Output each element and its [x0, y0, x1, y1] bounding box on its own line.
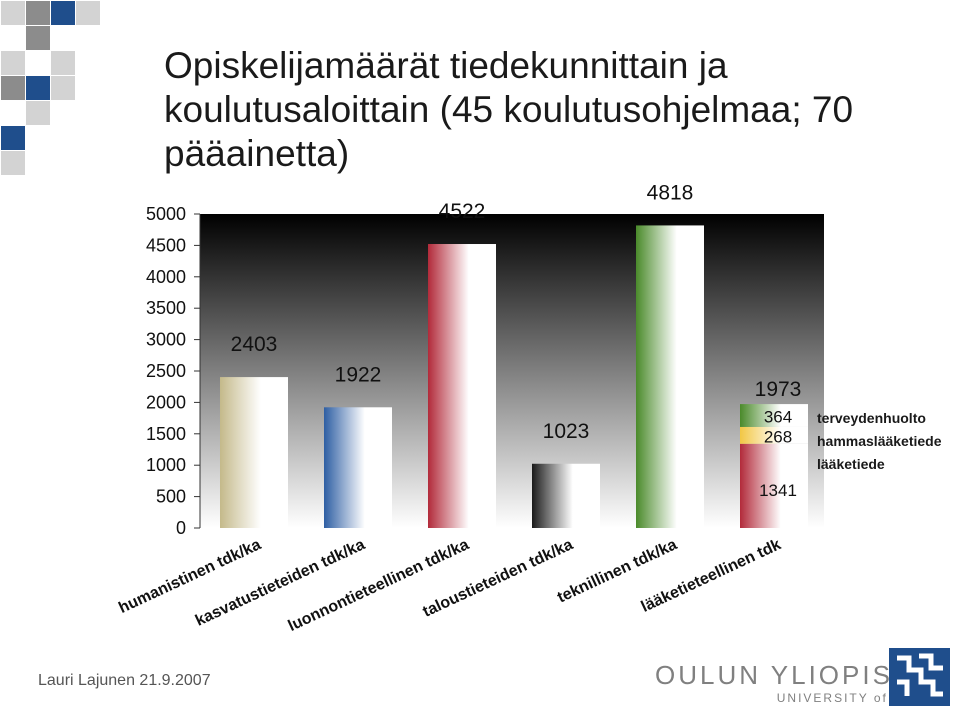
y-tick-label: 2500	[146, 361, 186, 381]
segment-label-hammaslaaketiede: 268	[764, 427, 792, 446]
logo-main-text: OULUN YLIOPISTO	[655, 660, 935, 690]
y-tick-label: 2000	[146, 392, 186, 412]
bar-luonnontieteellinen-tdk-ka	[428, 244, 496, 528]
y-tick-label: 4000	[146, 267, 186, 287]
y-tick-label: 5000	[146, 204, 186, 224]
segment-label-terveydenhuolto: 364	[764, 408, 792, 427]
y-tick-label: 1000	[146, 455, 186, 475]
bar-segment-terveydenhuolto	[740, 404, 808, 427]
y-tick-label: 0	[176, 518, 186, 538]
y-tick-label: 3000	[146, 330, 186, 350]
segment-label-laaketiede: 1341	[759, 481, 797, 500]
value-label-taloustieteiden-tdk-ka: 1023	[543, 420, 590, 443]
x-tick-label-kasvatustieteiden-tdk-ka: kasvatustieteiden tdk/ka	[193, 536, 368, 630]
university-logo-icon	[889, 648, 950, 706]
decorative-squares	[0, 0, 110, 190]
value-label-humanistinen-tdk-ka: 2403	[231, 333, 278, 356]
x-tick-label-luonnontieteellinen-tdk-ka: luonnontieteellinen tdk/ka	[286, 536, 472, 635]
page-title: Opiskelijamäärät tiedekunnittain ja koul…	[164, 45, 854, 174]
bar-teknillinen-tdk-ka	[636, 225, 704, 528]
y-tick-label: 500	[156, 487, 186, 507]
value-label-teknillinen-tdk-ka: 4818	[647, 181, 694, 204]
footer-author: Lauri Lajunen 21.9.2007	[38, 672, 211, 689]
bar-segment-laaketiede	[740, 443, 808, 528]
legend-terveydenhuolto: terveydenhuolto	[817, 410, 926, 426]
plot-area	[200, 214, 824, 528]
bar-kasvatustieteiden-tdk-ka	[324, 407, 392, 528]
bar-humanistinen-tdk-ka	[220, 377, 288, 528]
legend-hammaslaaketiede: hammaslääketiede	[817, 433, 942, 449]
value-label-kasvatustieteiden-tdk-ka: 1922	[335, 363, 382, 386]
bar-taloustieteiden-tdk-ka	[532, 463, 600, 528]
y-tick-label: 4500	[146, 235, 186, 255]
value-label-luonnontieteellinen-tdk-ka: 4522	[439, 200, 486, 223]
bar-segment-hammaslaaketiede	[740, 426, 808, 444]
y-tick-label: 3500	[146, 298, 186, 318]
y-tick-label: 1500	[146, 424, 186, 444]
legend-laaketiede: lääketiede	[817, 456, 885, 472]
value-label-laaketieteellinen-tdk: 1973	[755, 378, 802, 401]
